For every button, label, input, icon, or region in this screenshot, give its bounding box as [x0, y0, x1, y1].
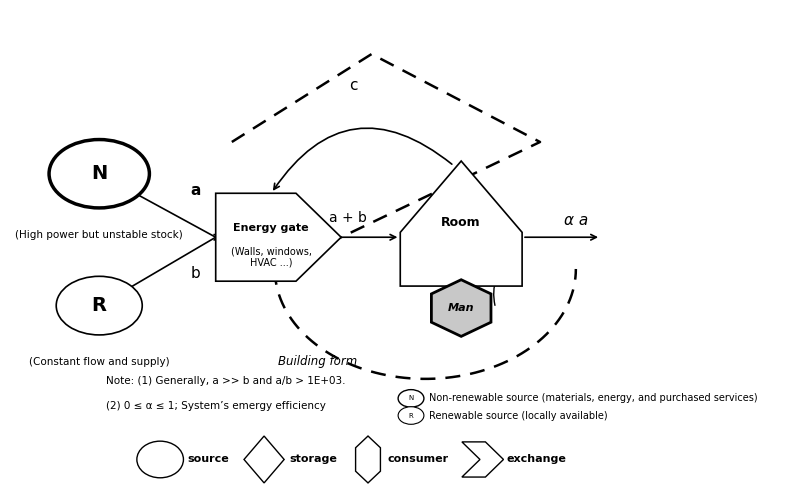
Text: exchange: exchange [506, 454, 566, 464]
Text: (Constant flow and supply): (Constant flow and supply) [29, 357, 170, 367]
Circle shape [398, 407, 424, 424]
Text: (2) 0 ≤ α ≤ 1; System’s emergy efficiency: (2) 0 ≤ α ≤ 1; System’s emergy efficienc… [106, 401, 326, 411]
Text: b: b [191, 266, 201, 282]
Polygon shape [400, 161, 522, 286]
Circle shape [398, 390, 424, 407]
Text: (High power but unstable stock): (High power but unstable stock) [15, 230, 183, 240]
Polygon shape [355, 436, 381, 483]
Text: c: c [350, 79, 358, 93]
Text: a + b: a + b [329, 211, 367, 225]
Text: R: R [92, 296, 106, 315]
Text: Renewable source (locally available): Renewable source (locally available) [429, 411, 607, 420]
Text: N: N [408, 395, 414, 402]
Text: Non-renewable source (materials, energy, and purchased services): Non-renewable source (materials, energy,… [429, 393, 758, 404]
Circle shape [56, 276, 142, 335]
Text: a: a [191, 183, 201, 198]
Ellipse shape [137, 441, 183, 478]
Text: Man: Man [448, 303, 474, 313]
Text: N: N [91, 164, 107, 183]
Polygon shape [216, 193, 341, 281]
Polygon shape [462, 442, 503, 477]
Text: Room: Room [442, 216, 481, 229]
Text: Note: (1) Generally, a >> b and a/b > 1E+03.: Note: (1) Generally, a >> b and a/b > 1E… [106, 376, 346, 386]
Polygon shape [431, 280, 491, 336]
Text: source: source [187, 454, 229, 464]
Text: consumer: consumer [387, 454, 449, 464]
Text: α a: α a [564, 212, 588, 228]
Text: storage: storage [289, 454, 337, 464]
Text: Building form: Building form [278, 355, 358, 369]
Polygon shape [244, 436, 284, 483]
Text: R: R [409, 412, 414, 418]
Circle shape [49, 139, 150, 208]
Text: (Walls, windows,
HVAC ...): (Walls, windows, HVAC ...) [230, 246, 312, 268]
Text: Energy gate: Energy gate [234, 223, 309, 234]
